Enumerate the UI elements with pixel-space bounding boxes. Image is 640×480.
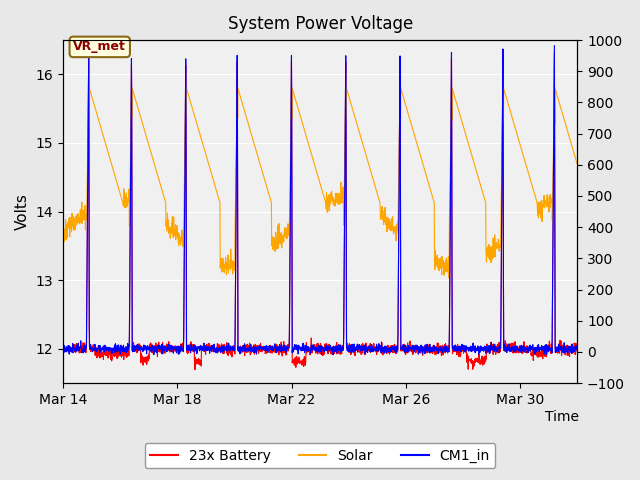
Title: System Power Voltage: System Power Voltage [228,15,413,33]
Legend: 23x Battery, Solar, CM1_in: 23x Battery, Solar, CM1_in [145,443,495,468]
Text: VR_met: VR_met [74,40,126,53]
X-axis label: Time: Time [545,410,579,424]
Y-axis label: Volts: Volts [15,193,30,230]
